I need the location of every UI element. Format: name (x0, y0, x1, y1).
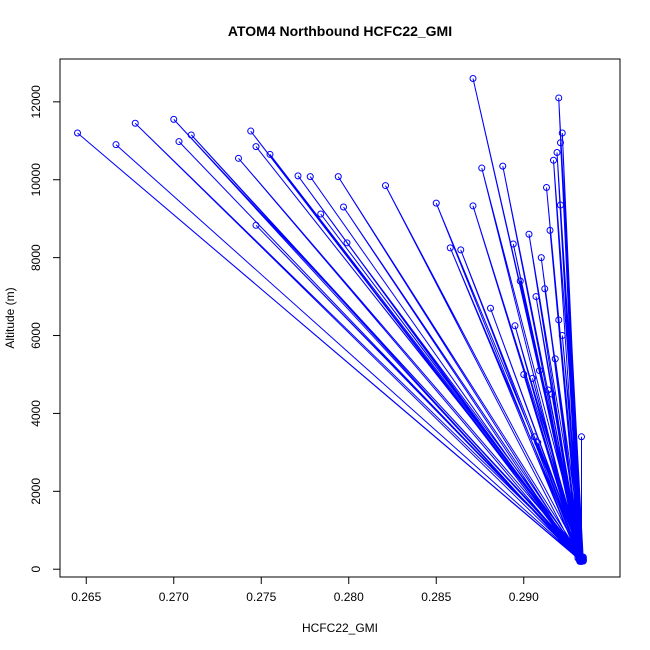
data-point (537, 254, 545, 262)
data-point (576, 555, 584, 563)
data-point (340, 203, 347, 211)
data-point (509, 240, 517, 248)
data-point (555, 94, 563, 102)
data-point (457, 246, 465, 254)
data-point (532, 293, 540, 301)
data-point (112, 141, 120, 149)
data-point (343, 239, 351, 247)
x-tick-label: 0.280 (334, 590, 364, 604)
data-point (530, 433, 538, 441)
chart-title: ATOM4 Northbound HCFC22_GMI (228, 23, 452, 39)
y-tick-label: 12000 (29, 85, 43, 119)
data-point (529, 374, 536, 382)
x-tick-label: 0.285 (421, 590, 451, 604)
data-point (252, 221, 260, 229)
data-point (499, 162, 507, 170)
plot-area (74, 74, 587, 565)
data-point (266, 150, 274, 158)
data-point (511, 322, 519, 330)
x-tick-label: 0.290 (509, 590, 539, 604)
data-point (306, 173, 314, 181)
x-tick-label: 0.275 (246, 590, 276, 604)
data-point (544, 386, 552, 394)
data-point (252, 143, 260, 151)
data-point (536, 367, 543, 375)
data-point (578, 553, 585, 561)
y-tick-label: 10000 (29, 163, 43, 197)
data-point (541, 285, 549, 293)
data-point (175, 138, 183, 146)
data-point (548, 390, 556, 398)
data-point (558, 332, 566, 340)
y-tick-label: 8000 (29, 244, 43, 271)
data-point (551, 355, 559, 363)
data-point (469, 74, 477, 82)
data-point (543, 184, 550, 192)
data-point (432, 199, 440, 207)
data-point (247, 127, 255, 135)
data-point (516, 277, 524, 285)
y-tick-label: 4000 (29, 400, 43, 427)
data-point (294, 172, 302, 180)
data-point (131, 119, 139, 127)
data-point (546, 226, 554, 234)
x-tick-label: 0.270 (159, 590, 189, 604)
data-point (520, 370, 528, 378)
plot-frame (59, 58, 621, 578)
series-line (77, 78, 584, 562)
data-point (469, 202, 477, 210)
x-tick-label: 0.265 (71, 590, 101, 604)
y-tick-label: 0 (29, 566, 43, 573)
data-point (446, 244, 454, 252)
data-point (534, 439, 542, 447)
data-point (170, 115, 178, 123)
data-point (478, 164, 486, 172)
data-point (74, 129, 81, 137)
data-point (553, 148, 561, 156)
data-point (235, 154, 242, 162)
data-point (578, 433, 585, 441)
data-point (555, 316, 563, 324)
data-point (334, 173, 342, 181)
y-tick-label: 2000 (29, 478, 43, 505)
data-point (558, 129, 566, 137)
data-point (525, 230, 533, 238)
data-point (557, 139, 564, 147)
data-point (487, 304, 494, 312)
data-point (550, 156, 557, 164)
data-point (578, 557, 585, 565)
y-axis-label: Altitude (m) (3, 287, 17, 348)
x-axis: 0.265 0.270 0.275 0.280 0.285 0.290 (71, 576, 539, 604)
data-point (382, 182, 389, 190)
data-point (187, 131, 195, 139)
y-tick-label: 6000 (29, 322, 43, 349)
data-point (557, 201, 564, 209)
data-point (317, 210, 325, 218)
x-axis-label: HCFC22_GMI (302, 621, 378, 635)
